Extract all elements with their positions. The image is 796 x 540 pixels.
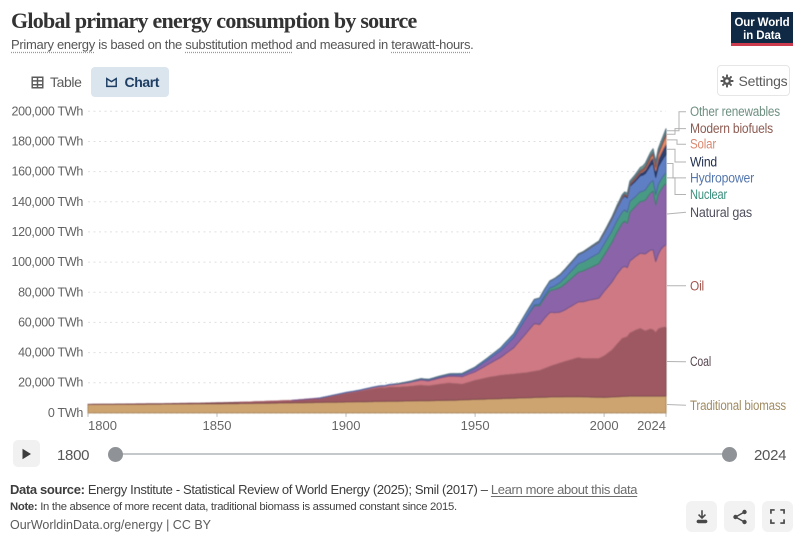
svg-text:1850: 1850 — [203, 418, 232, 433]
svg-text:Traditional biomass: Traditional biomass — [690, 398, 786, 413]
svg-text:Natural gas: Natural gas — [690, 205, 752, 220]
svg-text:60,000 TWh: 60,000 TWh — [18, 315, 83, 329]
svg-text:120,000 TWh: 120,000 TWh — [11, 225, 83, 239]
svg-text:1950: 1950 — [461, 418, 490, 433]
svg-text:40,000 TWh: 40,000 TWh — [18, 346, 83, 360]
svg-text:Other renewables: Other renewables — [690, 104, 780, 119]
svg-text:Nuclear: Nuclear — [690, 187, 728, 202]
svg-text:Solar: Solar — [690, 137, 717, 152]
svg-text:20,000 TWh: 20,000 TWh — [18, 376, 83, 390]
svg-text:Wind: Wind — [690, 155, 717, 170]
svg-text:100,000 TWh: 100,000 TWh — [11, 255, 83, 269]
svg-text:1900: 1900 — [332, 418, 361, 433]
svg-text:Coal: Coal — [690, 354, 711, 369]
svg-text:2024: 2024 — [637, 418, 666, 433]
svg-text:Modern biofuels: Modern biofuels — [690, 121, 773, 136]
svg-text:180,000 TWh: 180,000 TWh — [11, 135, 83, 149]
svg-text:0 TWh: 0 TWh — [48, 406, 83, 420]
svg-text:Oil: Oil — [690, 278, 704, 293]
svg-text:140,000 TWh: 140,000 TWh — [11, 195, 83, 209]
svg-text:80,000 TWh: 80,000 TWh — [18, 285, 83, 299]
svg-text:2000: 2000 — [590, 418, 619, 433]
svg-text:200,000 TWh: 200,000 TWh — [11, 104, 83, 118]
svg-text:1800: 1800 — [88, 418, 117, 433]
svg-text:Hydropower: Hydropower — [690, 170, 755, 185]
svg-text:160,000 TWh: 160,000 TWh — [11, 165, 83, 179]
